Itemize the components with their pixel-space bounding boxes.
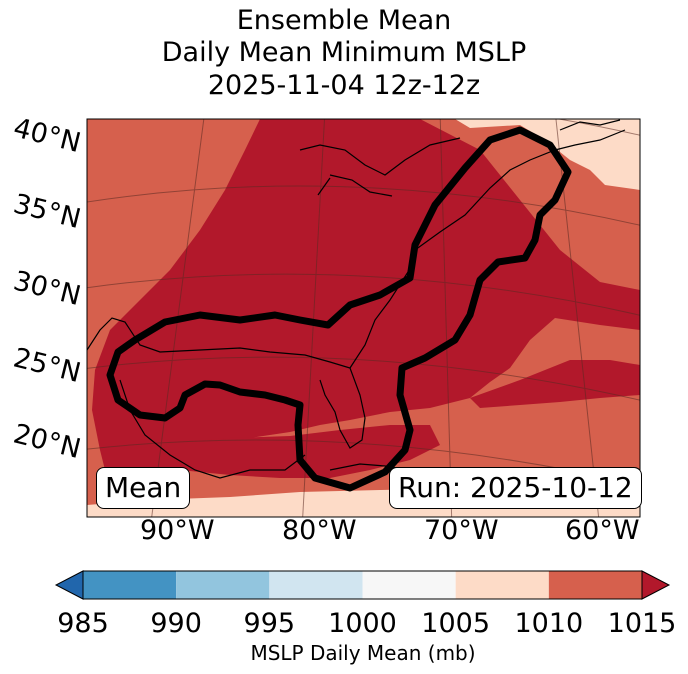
colorbar-segment-1000-1005 xyxy=(362,571,456,599)
colorbar-segment-985-990 xyxy=(83,571,177,599)
title-line-3: 2025-11-04 12z-12z xyxy=(207,70,481,101)
coastline xyxy=(87,119,626,479)
colorbar-extend-high xyxy=(641,570,671,600)
colorbar-tick-label: 1015 xyxy=(607,608,677,639)
field-1015-main xyxy=(92,119,640,455)
lon-label-70w: 70°W xyxy=(424,515,499,546)
mslp-contour xyxy=(106,126,572,492)
lon-label-60w: 60°W xyxy=(565,515,640,546)
title-line-1: Ensemble Mean xyxy=(236,5,452,36)
colorbar-segment-1005-1010 xyxy=(455,571,549,599)
colorbar-segment-1010-1015 xyxy=(548,571,642,599)
colorbar-segment-990-995 xyxy=(176,571,270,599)
lon-label-80w: 80°W xyxy=(282,515,357,546)
colorbar-tick-label: 990 xyxy=(150,608,202,639)
colorbar-extend-low xyxy=(54,570,84,600)
colorbar-tick-label: 995 xyxy=(243,608,296,639)
colorbar-tick-label: 985 xyxy=(57,608,109,639)
colorbar-segment-995-1000 xyxy=(269,571,363,599)
colorbar-tick-label: 1010 xyxy=(514,608,584,639)
colorbar-label: MSLP Daily Mean (mb) xyxy=(250,641,476,665)
colorbar-tick-label: 1000 xyxy=(328,608,397,639)
field-1015-lobe-east xyxy=(470,360,640,408)
title-line-2: Daily Mean Minimum MSLP xyxy=(161,37,527,68)
colorbar-outline xyxy=(82,570,643,600)
mean-label-box: Mean xyxy=(96,467,191,509)
field-1005-1010-northeast xyxy=(455,119,640,190)
lon-label-90w: 90°W xyxy=(140,515,215,546)
colorbar-tick-label: 1005 xyxy=(421,608,491,639)
run-date-box: Run: 2025-10-12 xyxy=(389,467,642,509)
